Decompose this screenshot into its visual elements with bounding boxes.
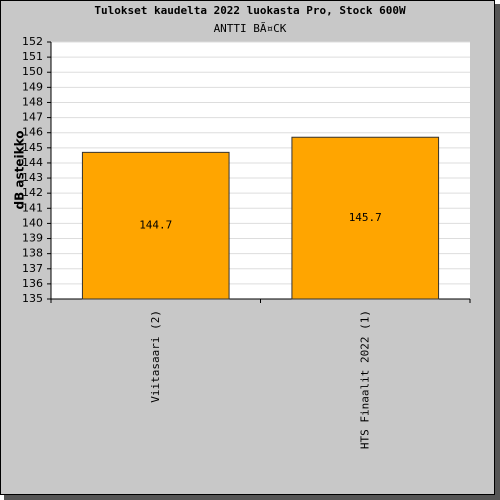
x-tick-label: HTS Finaalit 2022 (1) <box>358 310 371 449</box>
y-tick-label: 145 <box>22 141 43 154</box>
y-tick-label: 140 <box>22 216 43 229</box>
value-label: 145.7 <box>349 211 382 224</box>
y-tick-label: 147 <box>22 111 43 124</box>
y-tick-label: 149 <box>22 80 43 93</box>
y-tick-label: 136 <box>22 277 43 290</box>
value-label: 144.7 <box>139 219 172 232</box>
y-tick-label: 152 <box>22 35 43 48</box>
y-tick-label: 135 <box>22 292 43 305</box>
x-tick-label: Viitasaari (2) <box>149 310 162 403</box>
y-tick-label: 151 <box>22 50 43 63</box>
y-tick-label: 139 <box>22 232 43 245</box>
bar <box>81 151 230 300</box>
chart-subtitle: ANTTI BÃ¤CK <box>214 22 287 35</box>
y-axis-label: dB asteikko <box>13 130 27 209</box>
y-tick-label: 142 <box>22 186 43 199</box>
y-tick-label: 138 <box>22 247 43 260</box>
bar <box>291 136 440 300</box>
y-tick-label: 150 <box>22 65 43 78</box>
y-tick-label: 143 <box>22 171 43 184</box>
y-tick-label: 144 <box>22 156 43 169</box>
y-tick-label: 146 <box>22 126 43 139</box>
y-tick-label: 141 <box>22 201 43 214</box>
chart-title: Tulokset kaudelta 2022 luokasta Pro, Sto… <box>94 4 406 17</box>
y-tick-label: 148 <box>22 95 43 108</box>
y-tick-label: 137 <box>22 262 43 275</box>
